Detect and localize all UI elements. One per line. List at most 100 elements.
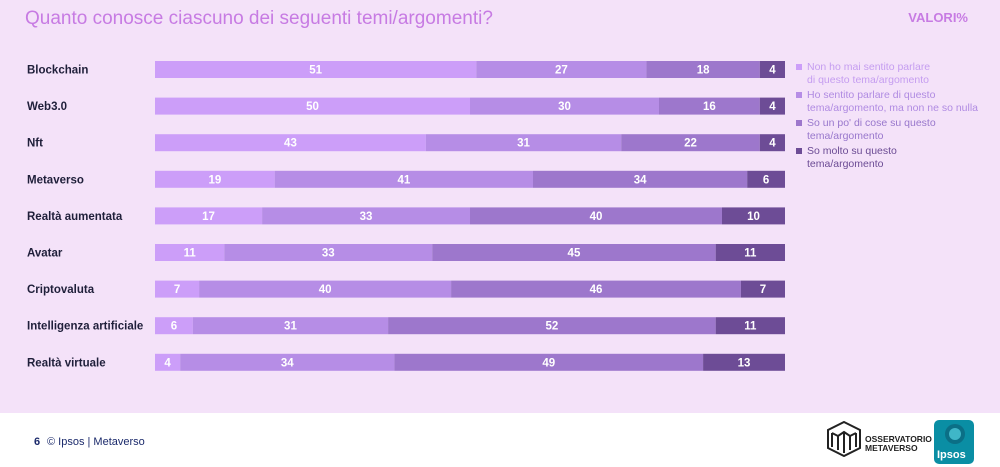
legend-swatch: [796, 120, 802, 126]
bar-segment: [155, 97, 470, 115]
bar-value-label: 7: [174, 284, 180, 296]
bar-segment: [180, 353, 395, 371]
bar-segment: [155, 353, 181, 371]
bar-value-label: 4: [164, 357, 171, 369]
footer-copyright: © Ipsos | Metaverso: [47, 436, 145, 448]
bar-segment: [155, 170, 275, 188]
category-label: Blockchain: [27, 65, 88, 77]
category-label: Realtà virtuale: [27, 357, 106, 369]
bar-value-label: 33: [360, 211, 373, 223]
bar-value-label: 11: [184, 248, 197, 260]
bar-segment: [199, 280, 452, 298]
bar-segment: [470, 97, 659, 115]
bar-value-label: 50: [306, 101, 319, 113]
bar-segment: [155, 61, 477, 78]
bar-value-label: 41: [397, 174, 410, 186]
bar-value-label: 16: [703, 101, 716, 113]
bar-value-label: 43: [284, 138, 297, 150]
bar-segment: [533, 170, 748, 188]
bar-segment: [224, 244, 433, 261]
bar-segment: [759, 134, 785, 152]
logo-text-line2: METAVERSO: [865, 443, 918, 453]
bar-segment: [155, 244, 225, 261]
bar-segment: [747, 170, 785, 188]
bar-segment: [274, 170, 533, 188]
logo-text-line1: OSSERVATORIO: [865, 434, 932, 444]
bar-value-label: 13: [738, 357, 751, 369]
bar-value-label: 34: [281, 357, 294, 369]
bar-segment: [451, 280, 741, 298]
bar-value-label: 10: [747, 211, 760, 223]
bar-segment: [470, 207, 722, 225]
bar-value-label: 31: [284, 321, 297, 333]
chart-legend: Non ho mai sentito parlare di questo tem…: [796, 61, 996, 173]
bar-segment: [388, 317, 716, 335]
bar-value-label: 18: [697, 65, 710, 77]
bar-value-label: 31: [517, 138, 530, 150]
bar-value-label: 19: [208, 174, 221, 186]
bar-segment: [740, 280, 785, 298]
bar-segment: [155, 207, 263, 225]
legend-item: So molto su questo tema/argomento: [796, 145, 996, 171]
category-label: Avatar: [27, 248, 63, 260]
bar-value-label: 51: [309, 65, 322, 77]
osservatorio-metaverso-logo: OSSERVATORIO METAVERSO: [827, 420, 937, 461]
bar-value-label: 6: [763, 174, 769, 186]
bar-segment: [621, 134, 760, 152]
ipsos-logo: Ipsos: [934, 420, 974, 464]
bar-value-label: 49: [542, 357, 555, 369]
category-label: Realtà aumentata: [27, 211, 123, 223]
slide-background: Quanto conosce ciascuno dei seguenti tem…: [0, 0, 1000, 413]
bar-value-label: 40: [319, 284, 332, 296]
ipsos-circle-icon: [945, 424, 965, 444]
bar-value-label: 11: [744, 321, 757, 333]
legend-label: So molto su questo tema/argomento: [807, 145, 897, 170]
chart-title: Quanto conosce ciascuno dei seguenti tem…: [25, 8, 493, 29]
bar-value-label: 46: [590, 284, 603, 296]
bar-value-label: 6: [171, 321, 177, 333]
bar-value-label: 33: [322, 248, 335, 260]
bar-segment: [715, 244, 785, 261]
category-label: Nft: [27, 138, 43, 150]
bar-value-label: 40: [590, 211, 603, 223]
osservatorio-cube-icon: [827, 420, 861, 458]
bar-value-label: 7: [760, 284, 766, 296]
bar-segment: [262, 207, 470, 225]
stacked-bar-chart: Blockchain 51 27 18 4 Web3.0 50 30 16 4 Nft 43 31 22 4…: [27, 61, 785, 371]
category-label: Web3.0: [27, 101, 67, 113]
legend-swatch: [796, 92, 802, 98]
bar-segment: [715, 317, 785, 335]
bar-segment: [722, 207, 785, 225]
bar-value-label: 4: [769, 138, 776, 150]
bar-value-label: 4: [769, 101, 776, 113]
bar-segment: [425, 134, 622, 152]
legend-item: So un po' di cose su questo tema/argomen…: [796, 117, 996, 143]
legend-item: Ho sentito parlare di questo tema/argome…: [796, 89, 996, 115]
legend-swatch: [796, 64, 802, 70]
legend-swatch: [796, 148, 802, 154]
bar-segment: [432, 244, 716, 261]
category-label: Intelligenza artificiale: [27, 321, 143, 333]
category-label: Criptovaluta: [27, 284, 95, 296]
bar-value-label: 30: [558, 101, 571, 113]
bar-segment: [155, 280, 200, 298]
bar-segment: [759, 97, 785, 115]
ipsos-logo-text: Ipsos: [937, 449, 966, 461]
bar-value-label: 34: [634, 174, 647, 186]
legend-label: Ho sentito parlare di questo tema/argome…: [807, 89, 979, 114]
bar-value-label: 52: [546, 321, 559, 333]
bar-value-label: 45: [568, 248, 581, 260]
bar-segment: [659, 97, 760, 115]
bar-segment: [155, 134, 426, 152]
legend-label: So un po' di cose su questo tema/argomen…: [807, 117, 936, 142]
bar-segment: [155, 317, 193, 335]
bar-segment: [476, 61, 647, 78]
bar-value-label: 22: [684, 138, 697, 150]
bar-value-label: 27: [555, 65, 568, 77]
category-label: Metaverso: [27, 174, 84, 186]
bar-value-label: 17: [202, 211, 215, 223]
page-number: 6: [34, 436, 41, 448]
legend-label: Non ho mai sentito parlare di questo tem…: [807, 61, 931, 86]
bar-segment: [759, 61, 785, 78]
bar-segment: [703, 353, 785, 371]
